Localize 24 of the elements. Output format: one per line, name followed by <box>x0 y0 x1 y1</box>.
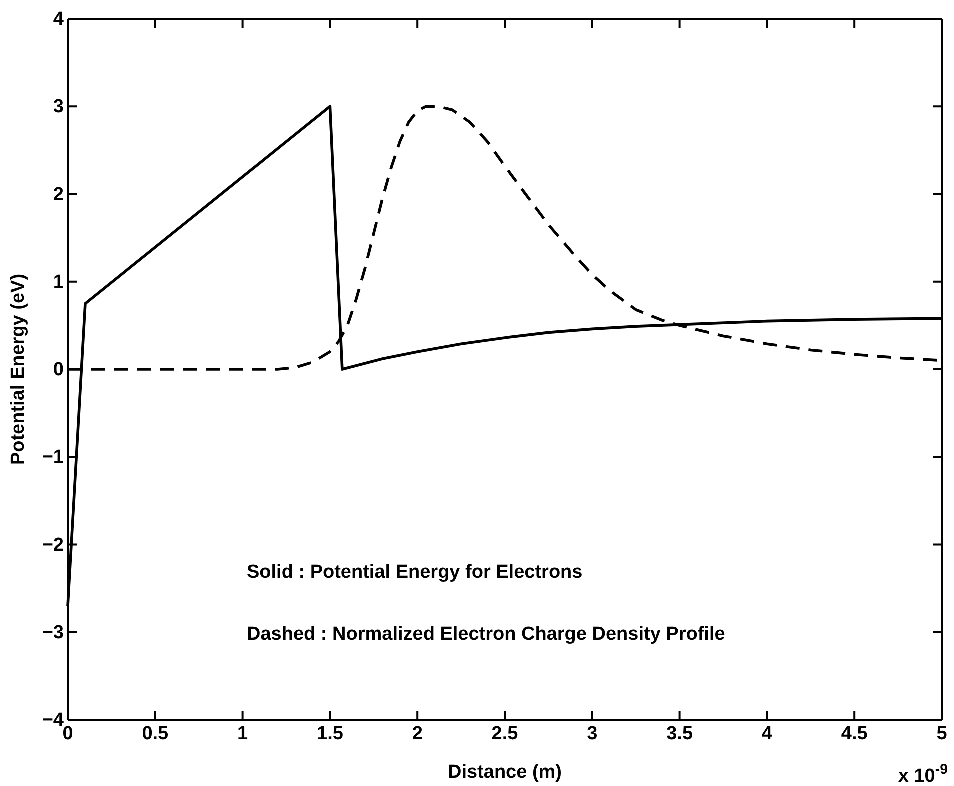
y-tick-label: 1 <box>53 272 64 293</box>
x-tick-label: 5 <box>936 723 948 744</box>
y-tick-label: −2 <box>42 534 64 556</box>
x-tick-label: 1 <box>238 723 249 744</box>
x-tick-label: 2.5 <box>492 723 519 744</box>
x-tick-label: 3 <box>587 723 598 744</box>
y-tick-label: −3 <box>42 622 64 644</box>
x-tick-label: 1.5 <box>316 723 344 744</box>
y-tick-label: 4 <box>53 9 64 30</box>
y-tick-label: 0 <box>53 360 64 381</box>
text: x 10$^{-9}$ <box>898 762 948 786</box>
annotation: Solid : Potential Energy for Electrons <box>247 562 583 583</box>
x-tick-label: 4.5 <box>841 723 868 744</box>
y-tick-label: −4 <box>42 710 64 732</box>
x-axis-title: Distance (m) <box>448 762 562 783</box>
y-tick-label: −1 <box>42 447 64 468</box>
x-tick-label: 0.5 <box>142 723 170 744</box>
x-tick-label: 4 <box>762 723 773 744</box>
y-tick-label: 3 <box>53 96 64 118</box>
y-axis-title: Potential Energy (eV) <box>8 274 29 466</box>
x-tick-label: 3.5 <box>666 723 694 744</box>
y-tick-label: 2 <box>53 184 64 206</box>
x-tick-label: 2 <box>412 723 423 744</box>
annotation: Dashed : Normalized Electron Charge Density Profile <box>247 624 726 645</box>
